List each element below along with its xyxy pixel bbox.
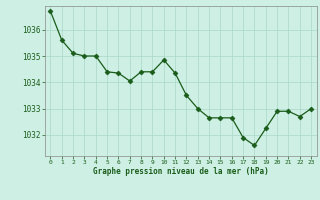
X-axis label: Graphe pression niveau de la mer (hPa): Graphe pression niveau de la mer (hPa) <box>93 167 269 176</box>
